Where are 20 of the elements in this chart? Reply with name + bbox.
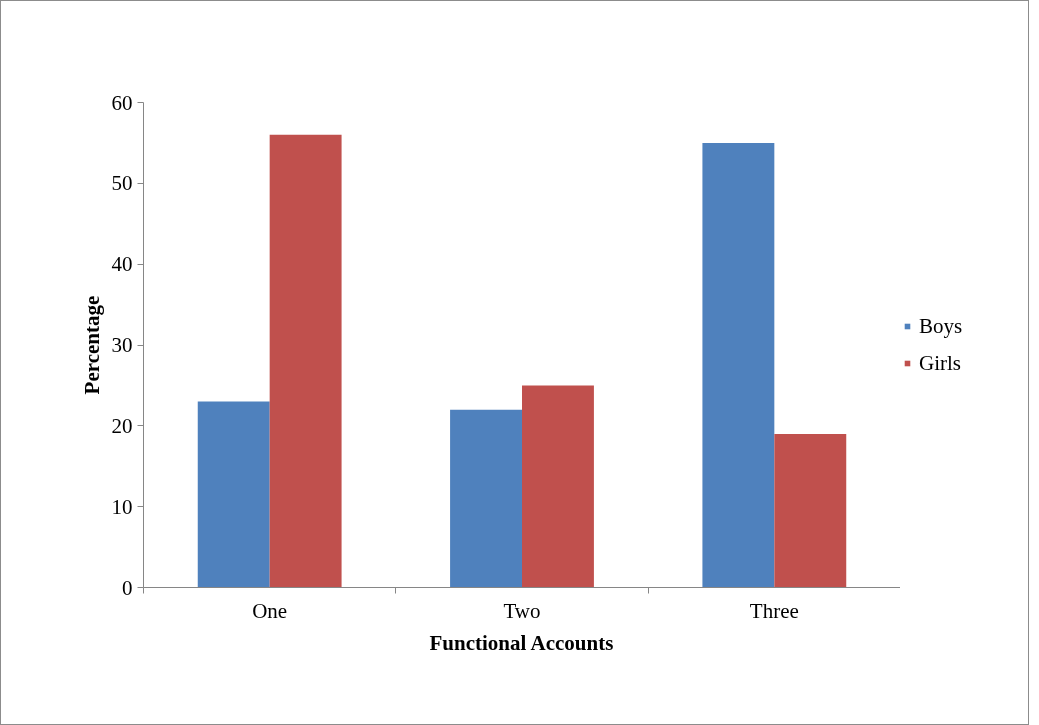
y-tick-label: 10: [111, 494, 133, 519]
y-tick-label: 50: [111, 171, 133, 196]
x-tick-label: One: [252, 598, 288, 623]
bar: [774, 433, 847, 588]
y-tick-label: 30: [111, 333, 133, 357]
y-tick-label: 0: [122, 575, 133, 600]
legend-label: Boys: [919, 313, 963, 339]
y-axis-title: Percentage: [79, 295, 104, 395]
x-axis-title: Functional Accounts: [429, 630, 614, 655]
bar: [269, 134, 342, 588]
legend-label: Girls: [919, 350, 961, 376]
y-tick-label: 60: [111, 90, 133, 115]
bar: [450, 409, 522, 588]
x-tick-label: Two: [503, 598, 541, 623]
x-tick-label: Three: [749, 598, 799, 623]
y-tick-label: 20: [111, 413, 133, 438]
bar: [702, 142, 775, 588]
bar: [197, 401, 270, 588]
bar: [522, 385, 594, 588]
y-tick-label: 40: [111, 252, 133, 277]
